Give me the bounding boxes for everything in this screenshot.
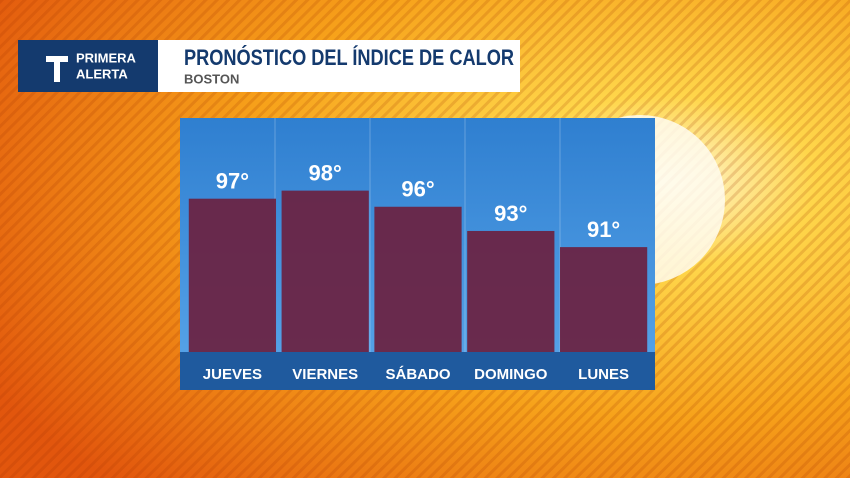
plot: JUEVES 97° VIERNES 98° SÁBADO 96° DOMINGO 93° LU… <box>188 118 648 383</box>
bar <box>281 190 369 352</box>
value-label: 96° <box>401 177 434 202</box>
brand-line: PRIMERA <box>76 50 137 65</box>
value-label: 97° <box>216 169 249 194</box>
value-label: 98° <box>309 160 342 185</box>
chart-title: PRONÓSTICO DEL ÍNDICE DE CALOR <box>184 45 514 70</box>
bar <box>188 198 277 352</box>
bar <box>559 247 648 352</box>
logo-icon <box>46 56 68 82</box>
x-tick-label: LUNES <box>578 366 629 383</box>
x-tick-label: JUEVES <box>203 366 262 383</box>
x-tick-label: DOMINGO <box>474 366 548 383</box>
label-strip <box>180 352 655 390</box>
bar <box>374 206 462 352</box>
chart-subtitle: BOSTON <box>184 71 239 86</box>
title-box <box>158 40 520 92</box>
x-tick-label: SÁBADO <box>385 366 450 383</box>
x-tick-label: VIERNES <box>292 366 358 383</box>
bar <box>467 230 555 352</box>
value-label: 91° <box>587 217 620 242</box>
value-label: 93° <box>494 201 527 226</box>
brand-line: ALERTA <box>76 66 128 81</box>
logo-box <box>18 40 158 92</box>
